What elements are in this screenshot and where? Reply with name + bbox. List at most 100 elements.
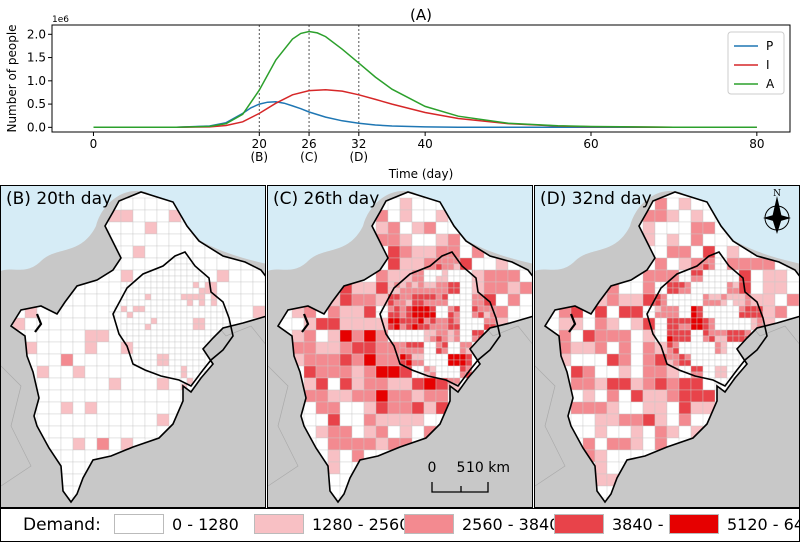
demand-cell xyxy=(204,305,212,313)
x-tick-sublabel: (D) xyxy=(350,150,369,164)
demand-cell xyxy=(96,389,110,403)
demand-cell xyxy=(399,293,407,301)
demand-cell xyxy=(435,329,443,337)
demand-cell xyxy=(375,293,389,307)
demand-cell xyxy=(774,305,788,319)
demand-cell xyxy=(696,311,704,319)
demand-cell xyxy=(156,293,164,301)
demand-cell xyxy=(375,353,389,367)
demand-cell xyxy=(696,275,704,283)
demand-cell xyxy=(453,317,461,325)
demand-cell xyxy=(423,287,431,295)
demand-cell xyxy=(654,317,662,325)
demand-cell xyxy=(108,377,122,391)
demand-cell xyxy=(132,335,140,343)
demand-cell xyxy=(441,359,449,367)
demand-cell xyxy=(138,353,146,361)
demand-cell xyxy=(186,275,194,283)
demand-cell xyxy=(630,365,644,379)
demand-cell xyxy=(363,281,377,295)
demand-cell xyxy=(441,353,449,361)
demand-cell xyxy=(132,425,146,439)
epidemic-line-chart: (A) 0.0 0.5 1.0 1.5 2.0 Number of people 1e6 0 20… xyxy=(5,6,791,181)
demand-cell xyxy=(393,323,401,331)
demand-cell xyxy=(48,329,62,343)
demand-cell xyxy=(351,293,365,307)
demand-cell xyxy=(48,413,62,427)
demand-cell xyxy=(738,299,746,307)
demand-cell xyxy=(666,311,674,319)
demand-cell xyxy=(720,305,728,313)
demand-cell xyxy=(120,305,128,313)
demand-cell xyxy=(423,317,431,325)
demand-cell xyxy=(36,401,50,415)
north-arrow-label: N xyxy=(773,189,781,199)
demand-cell xyxy=(441,287,449,295)
demand-cell xyxy=(762,269,776,283)
demand-cell xyxy=(708,305,716,313)
demand-cell xyxy=(678,389,692,403)
demand-cell xyxy=(690,245,704,259)
demand-cell xyxy=(96,305,110,319)
demand-cell xyxy=(435,299,443,307)
demand-cell xyxy=(315,437,329,451)
river-mouth-line xyxy=(301,313,310,333)
demand-cell xyxy=(84,305,98,319)
demand-cell xyxy=(210,317,218,325)
demand-cell xyxy=(60,413,74,427)
demand-cell xyxy=(351,305,365,319)
demand-cell xyxy=(429,359,437,367)
demand-cell xyxy=(162,323,170,331)
demand-cell xyxy=(672,347,680,355)
demand-cell xyxy=(186,365,194,373)
demand-cell xyxy=(714,341,722,349)
river-mouth-line xyxy=(568,313,577,333)
demand-cell xyxy=(315,329,329,343)
demand-cell xyxy=(393,299,401,307)
demand-cell xyxy=(216,305,224,313)
demand-cell xyxy=(240,293,254,307)
demand-cell xyxy=(690,317,698,325)
demand-cell xyxy=(186,281,194,289)
demand-cell xyxy=(732,353,740,361)
demand-cell xyxy=(690,335,698,343)
demand-cell xyxy=(678,341,686,349)
demand-cell xyxy=(684,353,692,361)
demand-cell xyxy=(180,323,188,331)
demand-cell xyxy=(690,281,698,289)
demand-cell xyxy=(714,263,722,271)
demand-cell xyxy=(714,317,722,325)
demand-cell xyxy=(84,341,98,355)
demand-cell xyxy=(666,353,674,361)
demand-cell xyxy=(606,449,620,463)
demand-cell xyxy=(459,317,467,325)
demand-cell xyxy=(186,293,194,301)
x-tick-label: 20 xyxy=(252,137,267,151)
demand-cell xyxy=(387,221,401,235)
demand-cell xyxy=(96,425,110,439)
demand-cell xyxy=(459,287,467,295)
demand-cell xyxy=(411,359,419,367)
demand-cell xyxy=(471,311,479,319)
scale-bar: 0 5 10 km xyxy=(428,460,510,493)
demand-cell xyxy=(435,221,449,235)
demand-cell xyxy=(72,425,86,439)
demand-cell xyxy=(399,341,407,349)
demand-cell xyxy=(630,389,644,403)
demand-cell xyxy=(507,293,521,307)
demand-cell xyxy=(363,437,377,451)
legend-entry-i: I xyxy=(766,58,770,72)
demand-cell xyxy=(180,365,188,373)
demand-cell xyxy=(618,305,632,319)
demand-cell xyxy=(429,275,437,283)
demand-cell xyxy=(702,305,710,313)
demand-cell xyxy=(618,293,632,307)
demand-cell xyxy=(417,323,425,331)
demand-cell xyxy=(252,281,265,295)
demand-cell xyxy=(732,317,740,325)
demand-cell xyxy=(429,335,437,343)
demand-cell xyxy=(168,389,182,403)
demand-cell xyxy=(582,353,596,367)
demand-cell xyxy=(84,413,98,427)
demand-cell xyxy=(327,389,341,403)
